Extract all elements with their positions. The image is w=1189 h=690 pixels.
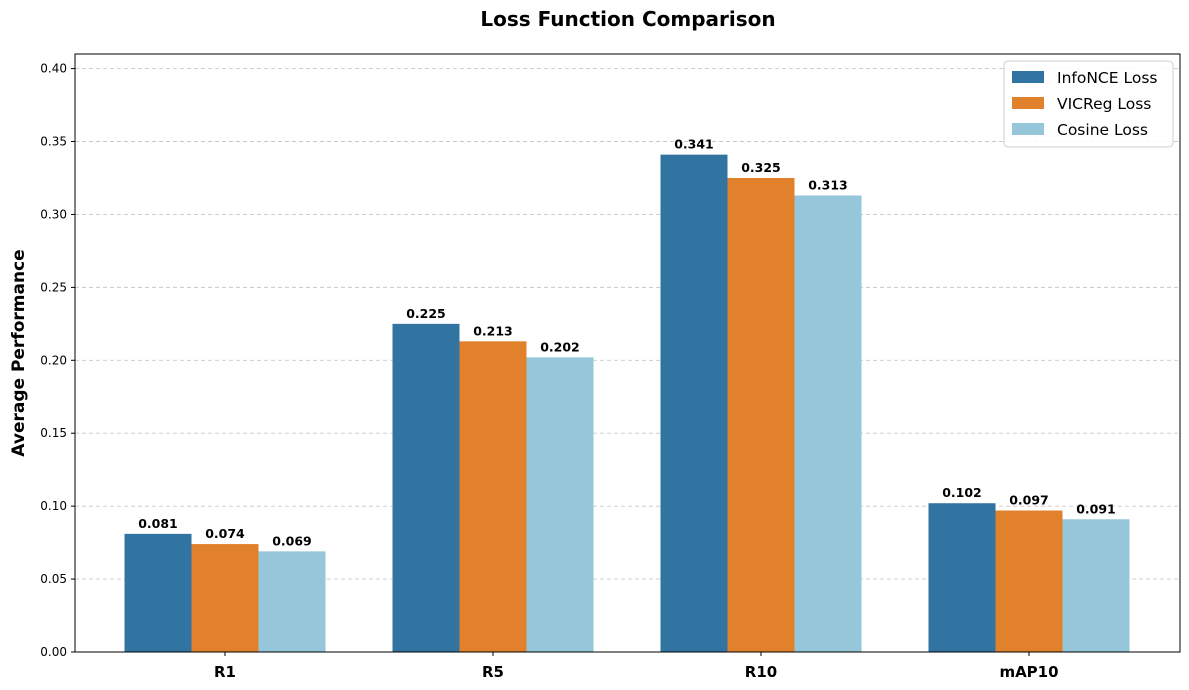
legend: InfoNCE Loss VICReg Loss Cosine Loss [1003,60,1174,148]
bar-r5-vicreg-loss [459,341,527,652]
y-tick-label: 0.30 [40,207,67,221]
y-tick-label: 0.00 [40,645,67,659]
bar-r10-infonce-loss [660,154,728,652]
bar-map10-infonce-loss [928,503,996,652]
legend-swatch [1012,97,1044,109]
x-tick-label: R10 [745,663,777,681]
x-tick-label: R1 [214,663,236,681]
bar-r10-cosine-loss [794,195,862,653]
legend-label: Cosine Loss [1057,121,1148,139]
bar-value-label: 0.213 [473,323,513,338]
y-tick-label: 0.05 [40,572,67,586]
x-tick-label: R5 [482,663,504,681]
y-axis-label: Average Performance [9,249,29,456]
x-tick-label: mAP10 [999,663,1058,681]
y-tick-label: 0.20 [40,353,67,367]
bar-value-label: 0.074 [205,526,245,541]
bar-value-label: 0.325 [741,160,781,175]
y-tick-label: 0.25 [40,280,67,294]
y-axis-ticks: 0.00 0.05 0.10 0.15 0.20 0.25 0.30 0.35 0.40 [40,62,75,659]
bar-map10-vicreg-loss [995,510,1063,652]
legend-items: InfoNCE Loss VICReg Loss Cosine Loss [1012,69,1157,139]
bar-r1-vicreg-loss [191,544,259,652]
legend-box [1003,60,1174,148]
bar-r1-infonce-loss [124,533,192,652]
bar-value-label: 0.097 [1009,493,1049,508]
legend-swatch [1012,71,1044,83]
bar-r10-vicreg-loss [727,177,795,652]
bar-r5-infonce-loss [392,323,460,652]
legend-label: InfoNCE Loss [1057,69,1157,87]
y-tick-label: 0.10 [40,499,67,513]
bar-value-label: 0.091 [1076,501,1116,516]
bar-value-labels: 0.081 0.074 0.069 0.225 0.213 0.202 0.341 0.325… [138,137,1116,549]
legend-swatch [1012,123,1044,135]
y-tick-label: 0.15 [40,426,67,440]
y-tick-label: 0.40 [40,62,67,76]
plot-area-frame [74,53,1181,653]
chart-title: Loss Function Comparison [480,7,775,31]
bar-r5-cosine-loss [526,357,594,652]
bar-r1-cosine-loss [258,551,326,652]
bars [124,154,1130,653]
grid-lines [75,68,1180,580]
bar-map10-cosine-loss [1062,519,1130,652]
bar-value-label: 0.069 [272,533,312,548]
legend-label: VICReg Loss [1057,95,1151,113]
bar-value-label: 0.202 [540,339,580,354]
bar-value-label: 0.225 [406,306,446,321]
x-axis-ticks: R1 R5 R10 mAP10 [214,652,1059,681]
bar-value-label: 0.313 [808,177,848,192]
y-tick-label: 0.35 [40,135,67,149]
bar-value-label: 0.102 [942,485,982,500]
bar-value-label: 0.341 [674,137,714,152]
bar-value-label: 0.081 [138,516,178,531]
